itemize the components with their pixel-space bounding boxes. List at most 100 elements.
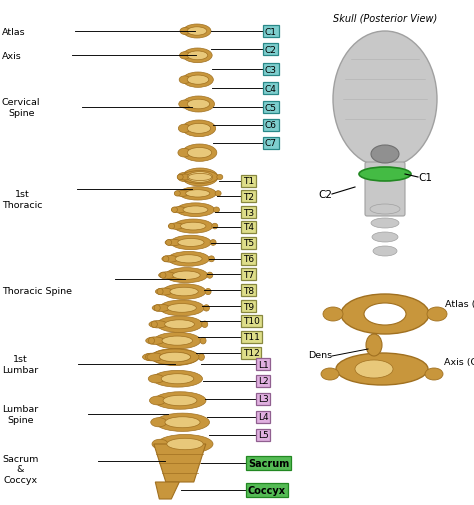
Text: T5: T5: [243, 239, 254, 248]
Ellipse shape: [366, 334, 382, 357]
Text: C3: C3: [265, 65, 277, 74]
Ellipse shape: [373, 246, 397, 257]
Ellipse shape: [333, 32, 437, 168]
Ellipse shape: [175, 191, 189, 197]
Text: L1: L1: [258, 360, 269, 369]
Ellipse shape: [321, 368, 339, 380]
Text: C1: C1: [418, 173, 432, 183]
Ellipse shape: [187, 148, 211, 159]
Ellipse shape: [152, 305, 170, 312]
Text: Axis: Axis: [2, 52, 22, 61]
Ellipse shape: [162, 284, 206, 300]
Ellipse shape: [171, 236, 211, 250]
Ellipse shape: [157, 435, 213, 453]
Ellipse shape: [203, 305, 210, 312]
Ellipse shape: [164, 320, 194, 329]
FancyBboxPatch shape: [365, 163, 405, 217]
Ellipse shape: [159, 352, 191, 362]
Ellipse shape: [177, 173, 191, 182]
Ellipse shape: [151, 349, 199, 365]
Ellipse shape: [148, 375, 164, 383]
Ellipse shape: [152, 439, 168, 449]
Text: C5: C5: [265, 104, 277, 112]
Text: Coccyx: Coccyx: [248, 485, 286, 495]
Ellipse shape: [167, 304, 196, 313]
Ellipse shape: [170, 288, 198, 296]
Ellipse shape: [165, 417, 200, 428]
Text: T9: T9: [243, 302, 254, 311]
Ellipse shape: [165, 240, 181, 246]
Ellipse shape: [172, 207, 186, 214]
Text: T2: T2: [243, 192, 254, 201]
Ellipse shape: [151, 321, 157, 328]
Ellipse shape: [179, 101, 190, 109]
Ellipse shape: [146, 337, 164, 345]
Text: T6: T6: [243, 255, 254, 264]
Ellipse shape: [149, 396, 165, 405]
Ellipse shape: [176, 204, 215, 217]
Text: T10: T10: [243, 317, 260, 326]
Ellipse shape: [168, 224, 184, 230]
Text: L2: L2: [258, 377, 269, 386]
Ellipse shape: [173, 220, 213, 234]
Ellipse shape: [200, 338, 206, 344]
Ellipse shape: [178, 175, 192, 181]
Ellipse shape: [177, 175, 183, 180]
Text: Dens: Dens: [308, 350, 332, 359]
Ellipse shape: [183, 25, 211, 39]
Ellipse shape: [336, 354, 428, 385]
Ellipse shape: [182, 171, 218, 184]
Text: T11: T11: [243, 333, 260, 342]
Text: C1: C1: [265, 27, 277, 36]
Text: L5: L5: [258, 431, 269, 440]
Ellipse shape: [199, 354, 204, 361]
Ellipse shape: [154, 333, 201, 349]
Ellipse shape: [155, 288, 173, 295]
Ellipse shape: [182, 121, 216, 137]
Ellipse shape: [370, 205, 400, 215]
Ellipse shape: [371, 146, 399, 164]
Ellipse shape: [355, 360, 393, 378]
Ellipse shape: [153, 371, 202, 387]
Ellipse shape: [178, 125, 191, 133]
Ellipse shape: [159, 300, 204, 316]
Text: T3: T3: [243, 208, 254, 217]
Ellipse shape: [168, 252, 210, 267]
Text: Cervical
Spine: Cervical Spine: [2, 98, 40, 118]
Ellipse shape: [178, 239, 204, 247]
Ellipse shape: [187, 76, 209, 85]
Text: T7: T7: [243, 270, 254, 279]
Text: C2: C2: [318, 189, 332, 199]
Ellipse shape: [182, 169, 218, 187]
Ellipse shape: [186, 190, 210, 197]
Ellipse shape: [215, 191, 221, 196]
Ellipse shape: [178, 149, 191, 158]
Text: T4: T4: [243, 223, 254, 232]
Ellipse shape: [166, 240, 172, 246]
Ellipse shape: [159, 352, 191, 362]
Ellipse shape: [160, 273, 166, 279]
Ellipse shape: [182, 145, 217, 162]
Ellipse shape: [425, 368, 443, 380]
Ellipse shape: [364, 304, 406, 325]
Ellipse shape: [179, 77, 190, 84]
Ellipse shape: [157, 289, 163, 295]
Ellipse shape: [181, 223, 206, 230]
Ellipse shape: [151, 349, 199, 366]
Ellipse shape: [187, 52, 208, 61]
Text: Sacrum: Sacrum: [248, 458, 289, 468]
Text: C6: C6: [265, 121, 277, 130]
Ellipse shape: [147, 354, 163, 361]
Text: Lumbar
Spine: Lumbar Spine: [2, 405, 38, 424]
Ellipse shape: [202, 321, 208, 328]
Text: T8: T8: [243, 286, 254, 295]
Ellipse shape: [187, 28, 207, 36]
Ellipse shape: [174, 191, 180, 196]
Ellipse shape: [180, 28, 190, 35]
Ellipse shape: [148, 338, 155, 344]
Ellipse shape: [162, 256, 178, 263]
Ellipse shape: [183, 207, 208, 214]
Ellipse shape: [175, 255, 202, 264]
Polygon shape: [155, 482, 179, 499]
Text: Atlas (C1): Atlas (C1): [445, 299, 474, 308]
